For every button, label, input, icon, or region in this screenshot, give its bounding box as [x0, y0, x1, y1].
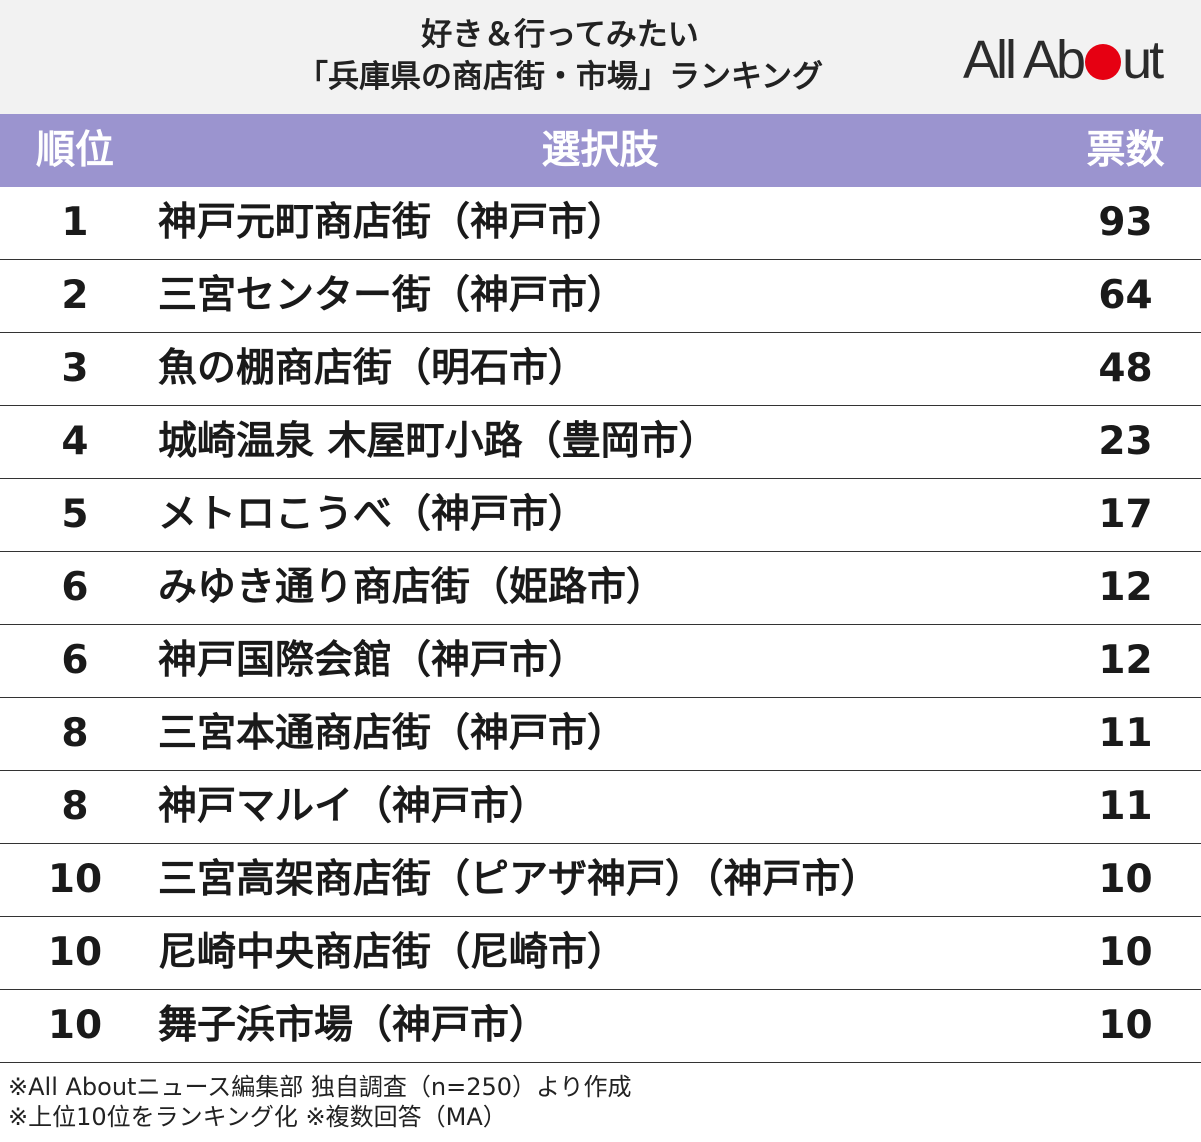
rank-cell: 6: [61, 638, 89, 683]
footnotes: ※All Aboutニュース編集部 独自調査（n=250）より作成 ※上位10位…: [8, 1072, 632, 1132]
footnote-source: ※All Aboutニュース編集部 独自調査（n=250）より作成: [8, 1073, 632, 1101]
logo-red-dot-icon: [1085, 44, 1122, 80]
rank-cell: 2: [61, 273, 89, 318]
table-row: 10 三宮高架商店街（ピアザ神戸）（神戸市） 10: [0, 844, 1201, 917]
votes-cell: 10: [1098, 930, 1153, 975]
footnote-method: ※上位10位をランキング化 ※複数回答（MA）: [8, 1103, 507, 1131]
rank-cell: 8: [61, 711, 89, 756]
votes-cell: 10: [1098, 857, 1153, 902]
votes-cell: 10: [1098, 1003, 1153, 1048]
table-row: 6 みゆき通り商店街（姫路市） 12: [0, 552, 1201, 625]
rank-cell: 10: [47, 857, 103, 902]
rank-cell: 3: [61, 346, 89, 391]
choice-cell: 三宮高架商店街（ピアザ神戸）（神戸市）: [158, 857, 880, 902]
title-line-2: 「兵庫県の商店街・市場」ランキング: [296, 59, 824, 95]
choice-cell: メトロこうべ（神戸市）: [158, 492, 588, 537]
choice-cell: 城崎温泉 木屋町小路（豊岡市）: [158, 419, 718, 464]
choice-cell: 三宮センター街（神戸市）: [158, 273, 627, 318]
votes-cell: 11: [1098, 711, 1153, 756]
table-row: 3 魚の棚商店街（明石市） 48: [0, 333, 1201, 406]
votes-cell: 93: [1098, 200, 1153, 245]
choice-cell: 神戸マルイ（神戸市）: [158, 784, 549, 829]
rank-cell: 8: [61, 784, 89, 829]
rank-cell: 4: [61, 419, 89, 464]
title-line-1: 好き＆行ってみたい: [421, 17, 699, 53]
rank-cell: 1: [61, 200, 89, 245]
table-row: 4 城崎温泉 木屋町小路（豊岡市） 23: [0, 406, 1201, 479]
table-header: 順位 選択肢 票数: [0, 114, 1201, 187]
rank-cell: 5: [61, 492, 89, 537]
table-row: 5 メトロこうべ（神戸市） 17: [0, 479, 1201, 552]
table-row: 6 神戸国際会館（神戸市） 12: [0, 625, 1201, 698]
votes-cell: 23: [1098, 419, 1153, 464]
choice-cell: みゆき通り商店街（姫路市）: [158, 565, 666, 610]
page-title: 好き＆行ってみたい 「兵庫県の商店街・市場」ランキング: [150, 14, 970, 98]
ranking-table-body: 1 神戸元町商店街（神戸市） 93 2 三宮センター街（神戸市） 64 3 魚の棚商店街（明石…: [0, 187, 1201, 1063]
choice-cell: 三宮本通商店街（神戸市）: [158, 711, 627, 756]
votes-cell: 12: [1098, 638, 1153, 683]
page-header: 好き＆行ってみたい 「兵庫県の商店街・市場」ランキング All Ab ut: [0, 0, 1201, 114]
rank-cell: 6: [61, 565, 89, 610]
votes-cell: 17: [1098, 492, 1153, 537]
table-row: 10 舞子浜市場（神戸市） 10: [0, 990, 1201, 1063]
logo-text-right: ut: [1122, 30, 1164, 90]
logo-text-left: All Ab: [963, 30, 1086, 90]
header-choice: 選択肢: [541, 128, 659, 173]
votes-cell: 48: [1098, 346, 1153, 391]
votes-cell: 64: [1098, 273, 1153, 318]
table-row: 10 尼崎中央商店街（尼崎市） 10: [0, 917, 1201, 990]
table-row: 1 神戸元町商店街（神戸市） 93: [0, 187, 1201, 260]
header-votes: 票数: [1086, 128, 1165, 173]
votes-cell: 11: [1098, 784, 1153, 829]
all-about-logo: All Ab ut: [963, 30, 1164, 90]
choice-cell: 舞子浜市場（神戸市）: [158, 1003, 549, 1048]
choice-cell: 魚の棚商店街（明石市）: [158, 346, 588, 391]
choice-cell: 神戸国際会館（神戸市）: [158, 638, 588, 683]
choice-cell: 神戸元町商店街（神戸市）: [158, 200, 627, 245]
header-rank: 順位: [35, 128, 114, 173]
table-row: 8 三宮本通商店街（神戸市） 11: [0, 698, 1201, 771]
table-row: 2 三宮センター街（神戸市） 64: [0, 260, 1201, 333]
votes-cell: 12: [1098, 565, 1153, 610]
rank-cell: 10: [47, 1003, 103, 1048]
table-row: 8 神戸マルイ（神戸市） 11: [0, 771, 1201, 844]
rank-cell: 10: [47, 930, 103, 975]
choice-cell: 尼崎中央商店街（尼崎市）: [158, 930, 627, 975]
